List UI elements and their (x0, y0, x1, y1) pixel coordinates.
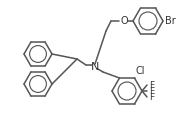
Text: F: F (149, 86, 154, 95)
Text: Cl: Cl (136, 66, 145, 76)
Text: Br: Br (165, 16, 176, 26)
Text: F: F (149, 80, 154, 90)
Text: O: O (120, 16, 128, 26)
Text: F: F (149, 92, 154, 101)
Text: N: N (91, 62, 99, 72)
